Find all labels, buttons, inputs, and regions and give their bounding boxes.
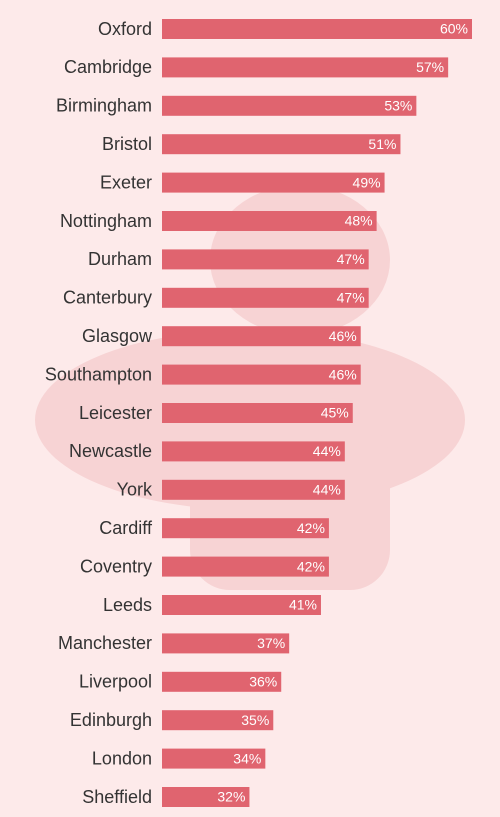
- category-label: Canterbury: [63, 288, 152, 308]
- value-label: 37%: [257, 635, 285, 651]
- category-label: Birmingham: [56, 96, 152, 116]
- value-label: 60%: [440, 21, 468, 37]
- category-label: Southampton: [45, 364, 152, 384]
- bar: [162, 710, 274, 731]
- category-label: Oxford: [98, 19, 152, 39]
- value-label: 32%: [217, 789, 245, 805]
- bar: [162, 211, 377, 231]
- category-label: Sheffield: [82, 787, 152, 807]
- bar: [162, 671, 282, 692]
- bar: [162, 787, 250, 807]
- value-label: 47%: [337, 251, 365, 267]
- category-label: London: [92, 748, 152, 768]
- category-label: Liverpool: [79, 672, 152, 692]
- category-label: Manchester: [58, 633, 152, 653]
- category-label: Bristol: [102, 134, 152, 154]
- value-label: 48%: [345, 213, 373, 229]
- bar: [162, 172, 385, 193]
- bar: [162, 595, 321, 615]
- category-label: Leicester: [79, 403, 152, 423]
- value-label: 45%: [321, 405, 349, 421]
- bar: [162, 479, 345, 500]
- bar: [162, 326, 361, 347]
- bar: [162, 19, 472, 39]
- bar: [162, 364, 361, 385]
- value-label: 47%: [337, 290, 365, 306]
- bar: [162, 518, 329, 539]
- bar: [162, 633, 290, 654]
- category-label: Edinburgh: [70, 710, 152, 730]
- bar: [162, 748, 266, 769]
- value-label: 44%: [313, 482, 341, 498]
- value-label: 41%: [289, 597, 317, 613]
- category-label: Nottingham: [60, 211, 152, 231]
- value-label: 34%: [233, 750, 261, 766]
- bar: [162, 287, 369, 308]
- category-label: Cardiff: [99, 518, 153, 538]
- bar: [162, 249, 369, 270]
- category-label: Glasgow: [82, 326, 153, 346]
- value-label: 53%: [384, 98, 412, 114]
- value-label: 46%: [329, 366, 357, 382]
- category-label: Exeter: [100, 172, 152, 192]
- category-label: Coventry: [80, 556, 152, 576]
- value-label: 57%: [416, 59, 444, 75]
- value-label: 35%: [241, 712, 269, 728]
- category-label: York: [117, 480, 153, 500]
- category-label: Durham: [88, 249, 152, 269]
- value-label: 36%: [249, 674, 277, 690]
- bar: [162, 556, 329, 577]
- value-label: 49%: [353, 174, 381, 190]
- value-label: 42%: [297, 558, 325, 574]
- bar: [162, 441, 345, 462]
- value-label: 46%: [329, 328, 357, 344]
- value-label: 42%: [297, 520, 325, 536]
- category-label: Newcastle: [69, 441, 152, 461]
- category-label: Cambridge: [64, 57, 152, 77]
- value-label: 51%: [368, 136, 396, 152]
- value-label: 44%: [313, 443, 341, 459]
- bar: [162, 57, 449, 78]
- bar: [162, 134, 401, 155]
- bar: [162, 95, 417, 116]
- bar: [162, 403, 353, 423]
- category-label: Leeds: [103, 595, 152, 615]
